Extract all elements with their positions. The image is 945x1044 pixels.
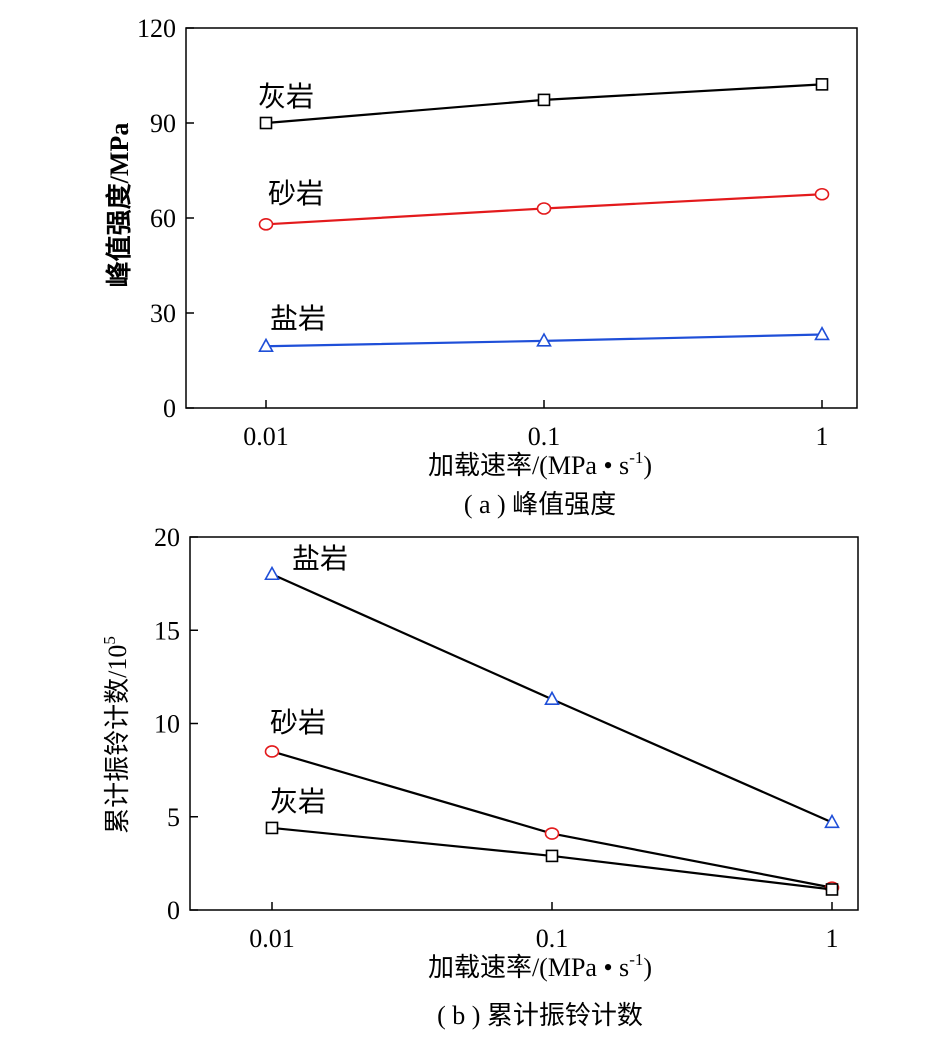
series-label: 砂岩: [268, 178, 324, 210]
y-tick-label: 0: [163, 394, 176, 423]
y-axis-title-superscript: 5: [100, 636, 119, 645]
data-point-square: [537, 93, 551, 107]
data-point-triangle: [536, 332, 552, 347]
x-tick-label: 1: [826, 924, 839, 953]
y-axis-title-text: 累计振铃计数/10: [103, 645, 132, 834]
series-line-1: [271, 750, 833, 889]
series-label: 盐岩: [292, 543, 348, 575]
data-point-triangle: [824, 813, 840, 829]
y-tick-label: 120: [137, 14, 176, 43]
data-point-square: [815, 78, 829, 91]
y-tick-label: 30: [150, 299, 176, 328]
data-point-circle: [264, 745, 280, 758]
data-point-square: [825, 883, 839, 896]
x-tick-label: 1: [816, 422, 829, 451]
series-label: 砂岩: [270, 707, 326, 739]
data-point-triangle: [258, 337, 274, 353]
y-tick-label: 5: [167, 803, 180, 832]
y-tick-label: 0: [167, 896, 180, 925]
y-tick-label: 15: [154, 616, 180, 645]
data-point-square: [259, 116, 273, 130]
data-point-circle: [258, 218, 274, 231]
data-point-circle: [536, 202, 552, 215]
x-axis-title-superscript: -1: [629, 950, 643, 969]
data-point-triangle: [814, 326, 830, 341]
panel-caption: ( b ) 累计振铃计数: [437, 1001, 643, 1030]
chart-panel-a: 0 30 60 90 120 0.01 0.1 1 峰值强度/MPa 加载速率/(MPa • s-…: [104, 14, 858, 519]
x-axis-title: 加载速率/(MPa • s-1): [428, 448, 652, 480]
x-axis-title-end: ): [643, 953, 652, 982]
panel-caption: ( a ) 峰值强度: [464, 490, 616, 519]
series-label: 灰岩: [270, 786, 326, 818]
data-point-circle: [814, 187, 830, 201]
x-axis-title-text: 加载速率/(MPa • s: [428, 953, 629, 982]
x-axis-title: 加载速率/(MPa • s-1): [428, 950, 652, 982]
y-tick-label: 60: [150, 204, 176, 233]
x-tick-label: 0.1: [536, 924, 569, 953]
x-axis-title-superscript: -1: [629, 448, 643, 467]
data-point-circle: [544, 827, 560, 840]
x-tick-label: 0.1: [528, 422, 561, 451]
data-point-square: [545, 849, 559, 863]
x-axis-title-text: 加载速率/(MPa • s: [428, 451, 629, 480]
y-axis-title: 累计振铃计数/105: [100, 636, 132, 834]
series-label: 盐岩: [270, 303, 326, 335]
y-axis-title-text: 峰值强度/MPa: [104, 123, 134, 288]
series-label: 灰岩: [258, 81, 314, 113]
data-point-triangle: [264, 565, 280, 581]
y-tick-label: 90: [150, 109, 176, 138]
y-axis-title: 峰值强度/MPa: [104, 123, 134, 288]
y-tick-label: 10: [154, 710, 180, 739]
data-point-triangle: [544, 690, 560, 706]
data-point-square: [265, 821, 279, 835]
x-axis-title-end: ): [643, 451, 652, 480]
x-tick-label: 0.01: [243, 422, 289, 451]
x-tick-label: 0.01: [249, 924, 295, 953]
y-tick-label: 20: [154, 523, 180, 552]
